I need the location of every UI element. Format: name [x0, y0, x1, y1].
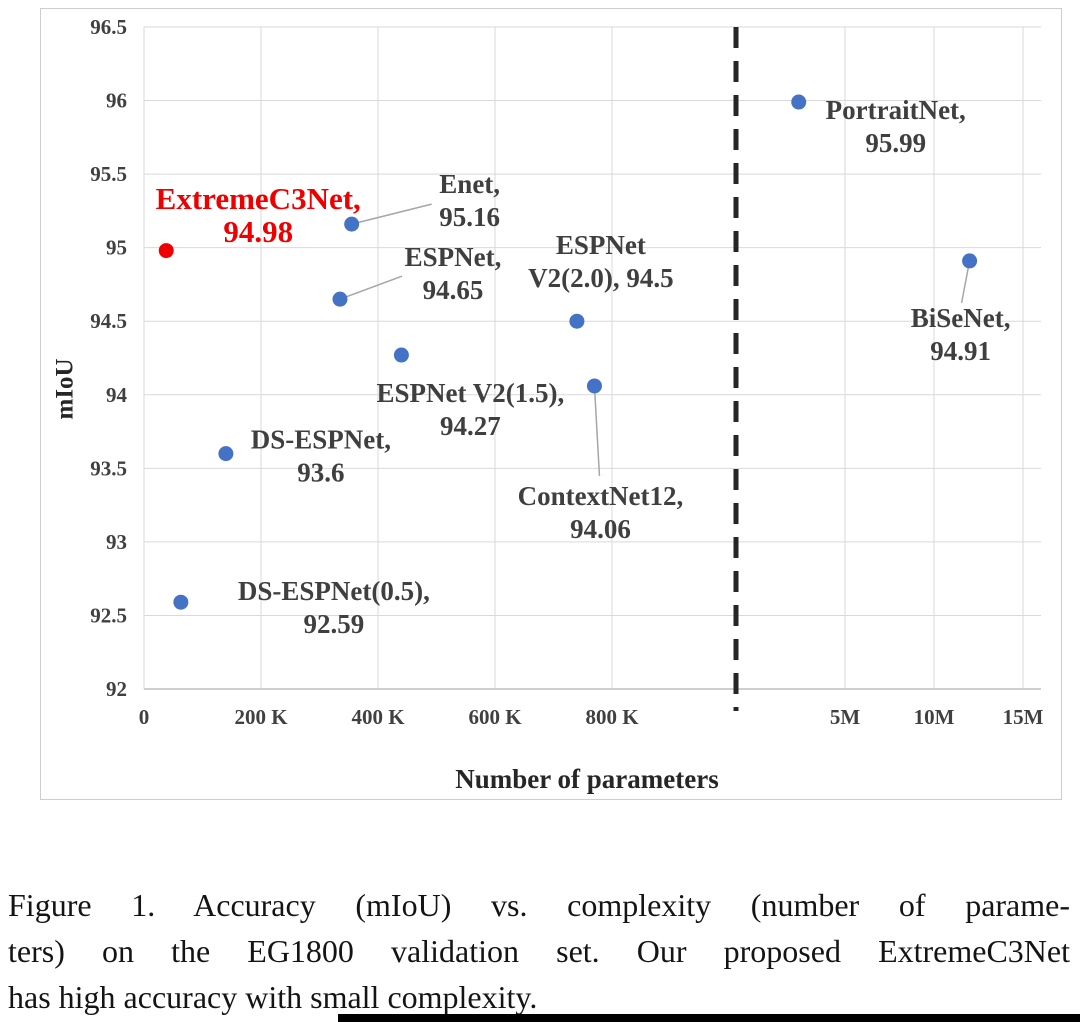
figure-caption: Figure 1. Accuracy (mIoU) vs. complexity…: [8, 882, 1070, 1020]
x-tick-label: 5M: [830, 705, 861, 729]
data-point-bisenet: [962, 253, 978, 269]
x-axis-title: Number of parameters: [455, 764, 718, 794]
data-point-label-ds-espnet-0-5: DS-ESPNet(0.5),: [238, 576, 430, 606]
data-point-label-enet: Enet,: [439, 169, 500, 199]
y-tick-label: 92.5: [90, 603, 127, 627]
leader-line-espnet: [339, 275, 403, 300]
x-tick-label: 800 K: [585, 705, 639, 729]
y-tick-label: 94: [106, 383, 128, 407]
data-point-label-espnet-v2-2-0: V2(2.0), 94.5: [528, 263, 673, 293]
y-tick-label: 96.5: [90, 15, 127, 39]
data-point-label-portraitnet: 95.99: [865, 128, 926, 158]
data-point-label-extremec3net: 94.98: [223, 214, 293, 249]
caption-line-1: Figure 1. Accuracy (mIoU) vs. complexity…: [8, 887, 1070, 923]
scatter-chart: 96.5 96 95.5 95 94.5 94 93.5 93 92.5 92 0 200 K 400 …: [52, 15, 1044, 794]
leader-line-enet: [351, 203, 432, 225]
y-tick-label: 95.5: [90, 162, 127, 186]
data-point-espnet-v2-1-5: [393, 347, 409, 363]
x-tick-label: 200 K: [234, 705, 288, 729]
data-point-label-contextnet12: ContextNet12,: [518, 481, 684, 511]
x-tick-label: 600 K: [468, 705, 522, 729]
leader-line-contextnet12: [593, 385, 601, 476]
data-point-enet: [344, 216, 360, 232]
y-tick-label: 95: [106, 236, 127, 260]
data-point-label-ds-espnet-0-5: 92.59: [303, 609, 364, 639]
y-tick-label: 92: [106, 677, 127, 701]
data-point-label-portraitnet: PortraitNet,: [826, 95, 966, 125]
data-point-ds-espnet-0-5: [173, 594, 189, 610]
data-point-contextnet12: [586, 378, 602, 394]
x-tick-label: 10M: [914, 705, 955, 729]
data-point-label-espnet-v2-2-0: ESPNet: [556, 230, 646, 260]
data-point-label-espnet: ESPNet,: [405, 242, 502, 272]
caption-line-3: has high accuracy with small complexity.: [8, 979, 538, 1015]
data-point-label-bisenet: BiSeNet,: [911, 303, 1011, 333]
x-tick-label: 15M: [1003, 705, 1044, 729]
x-tick-label: 0: [139, 705, 150, 729]
data-point-portraitnet: [791, 94, 807, 110]
data-point-espnet-v2-2-0: [569, 313, 585, 329]
bottom-rule: [338, 1014, 1080, 1022]
x-tick-label: 400 K: [351, 705, 405, 729]
caption-line-2: ters) on the EG1800 validation set. Our …: [8, 933, 1070, 969]
y-tick-label: 94.5: [90, 309, 127, 333]
data-point-label-contextnet12: 94.06: [570, 514, 631, 544]
data-point-label-enet: 95.16: [439, 202, 500, 232]
figure-chart-panel: 96.5 96 95.5 95 94.5 94 93.5 93 92.5 92 0 200 K 400 …: [40, 8, 1062, 800]
y-axis-title: mIoU: [52, 358, 79, 419]
y-tick-label: 93: [106, 530, 127, 554]
y-tick-label: 93.5: [90, 456, 127, 480]
data-point-label-espnet-v2-1-5: 94.27: [440, 411, 501, 441]
data-point-espnet: [332, 291, 348, 307]
data-point-extremec3net: [158, 243, 174, 259]
data-point-label-espnet: 94.65: [423, 275, 484, 305]
data-point-label-espnet-v2-1-5: ESPNet V2(1.5),: [377, 378, 565, 408]
data-point-label-ds-espnet: DS-ESPNet,: [251, 425, 391, 455]
data-point-label-ds-espnet: 93.6: [297, 458, 344, 488]
data-point-label-bisenet: 94.91: [930, 336, 991, 366]
y-tick-label: 96: [106, 89, 127, 113]
data-point-label-extremec3net: ExtremeC3Net,: [156, 181, 361, 216]
data-point-ds-espnet: [218, 446, 234, 462]
